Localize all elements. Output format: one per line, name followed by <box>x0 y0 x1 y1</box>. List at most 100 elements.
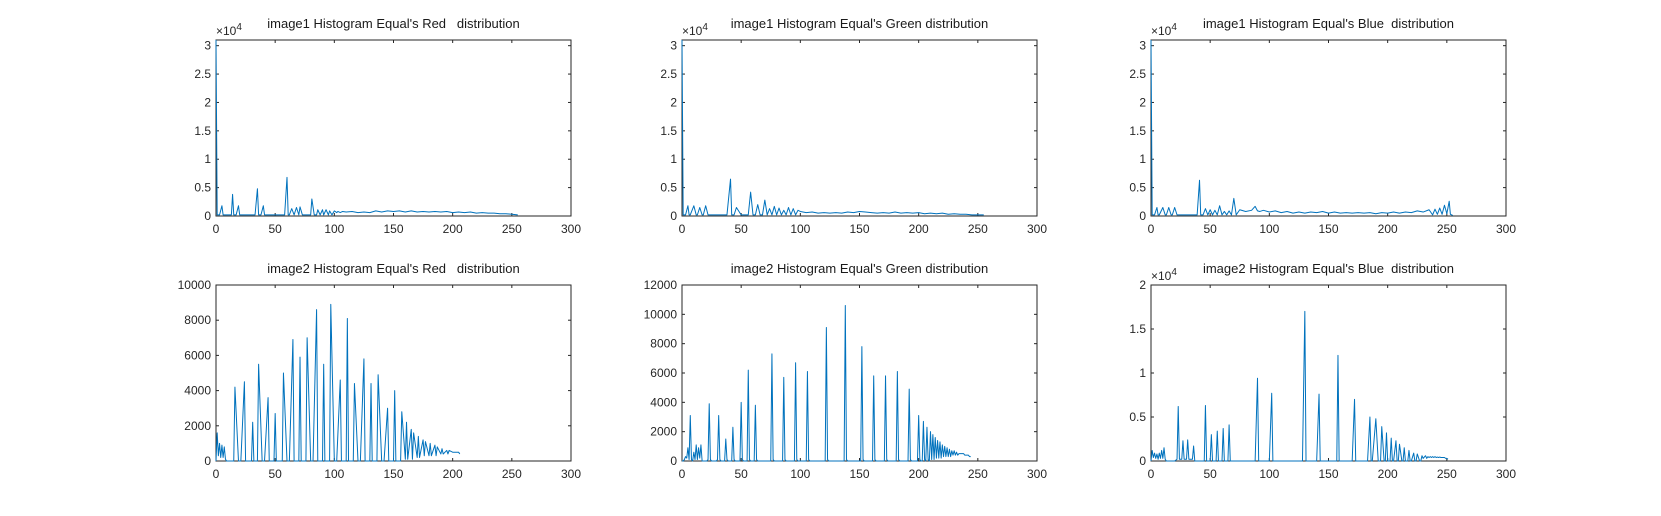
y-tick-label: 4000 <box>650 395 677 409</box>
y-tick-label: 10000 <box>178 278 212 292</box>
x-tick-label: 300 <box>1496 467 1516 481</box>
x-tick-label: 250 <box>1437 467 1457 481</box>
x-tick-label: 0 <box>679 467 686 481</box>
y-tick-label: 1.5 <box>1129 124 1146 138</box>
plot-area <box>1150 284 1507 462</box>
histogram-series-line <box>681 39 984 216</box>
y-tick-label: 2.5 <box>194 67 211 81</box>
y-tick-label: 2.5 <box>1129 67 1146 81</box>
plot-area <box>1150 39 1507 217</box>
chart-6: 0 50 100 150 200 250 300 0 0.5 1 1.5 2 ×104 image2 Hi… <box>1129 261 1516 481</box>
x-tick-label: 250 <box>968 467 988 481</box>
y-tick-label: 6000 <box>650 366 677 380</box>
y-exponent-power: 4 <box>1171 22 1177 33</box>
histogram-series-line <box>1150 39 1453 216</box>
chart-4: 0 50 100 150 200 250 300 0 2000 4000 6000 8000 10000… <box>178 261 582 481</box>
y-tick-label: 1 <box>670 152 677 166</box>
y-tick-label: 2000 <box>184 419 211 433</box>
y-tick-label: 4000 <box>184 384 211 398</box>
x-tick-label: 50 <box>268 222 282 236</box>
y-tick-label: 0.5 <box>660 181 677 195</box>
x-tick-label: 200 <box>443 222 463 236</box>
x-tick-label: 150 <box>383 467 403 481</box>
chart-5: 0 50 100 150 200 250 300 0 2000 4000 6000 8000 10000… <box>644 261 1048 481</box>
x-tick-label: 0 <box>1148 222 1155 236</box>
y-tick-label: 10000 <box>644 307 678 321</box>
x-tick-label: 100 <box>324 467 344 481</box>
x-tick-label: 300 <box>1496 222 1516 236</box>
x-tick-label: 50 <box>268 467 282 481</box>
y-tick-label: 2.5 <box>660 67 677 81</box>
x-tick-label: 100 <box>1259 467 1279 481</box>
y-tick-label: 1.5 <box>1129 322 1146 336</box>
x-tick-label: 300 <box>561 467 581 481</box>
y-tick-label: 1.5 <box>660 124 677 138</box>
y-tick-label: 1 <box>204 152 211 166</box>
x-tick-label: 200 <box>909 222 929 236</box>
y-tick-label: 8000 <box>184 313 211 327</box>
y-tick-label: 8000 <box>650 337 677 351</box>
y-tick-label: 0 <box>1139 209 1146 223</box>
y-exponent-label: ×104 <box>1151 267 1177 283</box>
y-tick-label: 0.5 <box>1129 181 1146 195</box>
x-tick-label: 250 <box>1437 222 1457 236</box>
x-tick-label: 100 <box>1259 222 1279 236</box>
chart-1: 0 50 100 150 200 250 300 0 0.5 1 1.5 2 2.5 3 ×104 image… <box>194 16 581 236</box>
plot-area <box>681 284 1038 462</box>
y-tick-label: 2 <box>1139 95 1146 109</box>
x-tick-label: 250 <box>502 467 522 481</box>
chart-title: image2 Histogram Equal's Red distributio… <box>267 261 520 276</box>
chart-title: image1 Histogram Equal's Red distributio… <box>267 16 520 31</box>
x-tick-label: 150 <box>383 222 403 236</box>
y-exponent-label: ×104 <box>1151 22 1177 38</box>
y-exponent-label: ×104 <box>682 22 708 38</box>
x-tick-label: 300 <box>561 222 581 236</box>
y-tick-label: 3 <box>204 39 211 53</box>
chart-title: image1 Histogram Equal's Blue distributi… <box>1203 16 1454 31</box>
y-tick-label: 12000 <box>644 278 678 292</box>
x-tick-label: 250 <box>502 222 522 236</box>
x-tick-label: 0 <box>679 222 686 236</box>
plot-area <box>215 39 572 217</box>
y-tick-label: 3 <box>1139 39 1146 53</box>
chart-title: image2 Histogram Equal's Blue distributi… <box>1203 261 1454 276</box>
y-exponent-label: ×104 <box>216 22 242 38</box>
y-tick-label: 0.5 <box>1129 410 1146 424</box>
x-tick-label: 200 <box>1378 467 1398 481</box>
y-tick-label: 1 <box>1139 366 1146 380</box>
x-tick-label: 50 <box>734 222 748 236</box>
y-tick-label: 6000 <box>184 348 211 362</box>
x-tick-label: 250 <box>968 222 988 236</box>
y-tick-label: 0 <box>204 454 211 468</box>
x-tick-label: 0 <box>213 222 220 236</box>
histogram-series-line <box>1150 310 1449 462</box>
y-tick-label: 2 <box>1139 278 1146 292</box>
x-tick-label: 0 <box>1148 467 1155 481</box>
y-tick-label: 2 <box>670 95 677 109</box>
plot-area <box>681 39 1038 217</box>
x-tick-label: 150 <box>849 222 869 236</box>
x-tick-label: 150 <box>1318 222 1338 236</box>
y-tick-label: 2 <box>204 95 211 109</box>
x-tick-label: 300 <box>1027 222 1047 236</box>
y-exponent-power: 4 <box>702 22 708 33</box>
chart-2: 0 50 100 150 200 250 300 0 0.5 1 1.5 2 2.5 3 ×104 image… <box>660 16 1047 236</box>
y-exponent-power: 4 <box>1171 267 1177 278</box>
histogram-series-line <box>215 303 461 462</box>
chart-title: image1 Histogram Equal's Green distribut… <box>731 16 989 31</box>
x-tick-label: 0 <box>213 467 220 481</box>
x-tick-label: 150 <box>849 467 869 481</box>
y-tick-label: 0 <box>670 454 677 468</box>
y-exponent-power: 4 <box>236 22 242 33</box>
x-tick-label: 50 <box>1203 222 1217 236</box>
x-tick-label: 150 <box>1318 467 1338 481</box>
chart-3: 0 50 100 150 200 250 300 0 0.5 1 1.5 2 2.5 3 ×104 image… <box>1129 16 1516 236</box>
x-tick-label: 300 <box>1027 467 1047 481</box>
y-tick-label: 2000 <box>650 425 677 439</box>
y-tick-label: 0 <box>204 209 211 223</box>
histogram-series-line <box>682 305 971 462</box>
y-tick-label: 0 <box>670 209 677 223</box>
y-tick-label: 1 <box>1139 152 1146 166</box>
x-tick-label: 50 <box>1203 467 1217 481</box>
